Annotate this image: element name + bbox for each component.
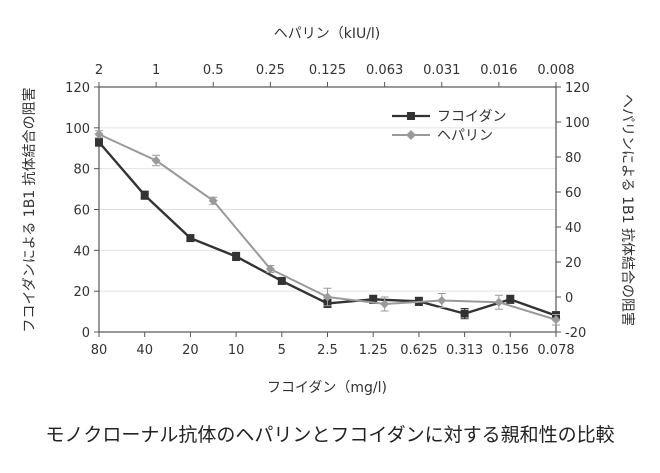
data-point bbox=[460, 309, 469, 318]
y-axis-right-title: ヘパリンによる 1B1 抗体結合の阻害 bbox=[619, 94, 635, 326]
x-top-tick-label: 0.063 bbox=[366, 63, 403, 78]
data-point bbox=[494, 297, 504, 307]
data-point bbox=[186, 234, 195, 243]
x-top-tick-label: 0.5 bbox=[203, 63, 224, 78]
x-top-tick-label: 0.031 bbox=[423, 63, 460, 78]
data-point bbox=[232, 252, 241, 261]
data-point bbox=[151, 156, 161, 165]
x-bottom-tick-label: 20 bbox=[182, 343, 199, 358]
legend-heparin-marker bbox=[406, 130, 416, 140]
x-top-tick-label: 2 bbox=[95, 63, 103, 78]
data-point bbox=[551, 315, 561, 325]
y-right-tick-label: 20 bbox=[565, 256, 582, 271]
y-left-tick-label: 100 bbox=[65, 122, 90, 137]
y-right-tick-label: 100 bbox=[565, 116, 590, 131]
legend-fucoidan-marker bbox=[407, 112, 415, 120]
data-point bbox=[369, 295, 378, 304]
tick-labels: 0 20 40 60 80 100 120 -20 0 20 40 60 80 100 120 80 40 20 1… bbox=[65, 63, 590, 358]
series-layer bbox=[94, 129, 561, 326]
y-right-tick-label: 120 bbox=[565, 81, 590, 96]
data-point bbox=[506, 295, 515, 304]
x-top-tick-label: 0.008 bbox=[537, 63, 574, 78]
data-point bbox=[140, 191, 149, 200]
y-axis-left-title: フコイダンによる 1B1 抗体結合の阻害 bbox=[22, 87, 38, 332]
data-point bbox=[277, 276, 286, 285]
y-left-tick-label: 60 bbox=[73, 204, 90, 219]
x-bottom-tick-label: 1.25 bbox=[359, 343, 388, 358]
legend: フコイダン ヘパリン bbox=[392, 109, 506, 144]
figure-caption: モノクローナル抗体のヘパリンとフコイダンに対する親和性の比較 bbox=[45, 424, 615, 446]
series-1 bbox=[94, 129, 561, 326]
gridlines bbox=[99, 127, 556, 292]
y-left-tick-label: 80 bbox=[73, 163, 90, 178]
x-bottom-tick-label: 0.156 bbox=[492, 343, 529, 358]
x-bottom-tick-label: 0.313 bbox=[446, 343, 483, 358]
legend-heparin-label: ヘパリン bbox=[437, 128, 493, 144]
y-left-tick-label: 40 bbox=[73, 244, 90, 259]
chart: 0 20 40 60 80 100 120 -20 0 20 40 60 80 100 120 80 40 20 1… bbox=[22, 26, 635, 396]
data-point bbox=[208, 196, 218, 206]
y-right-tick-label: -20 bbox=[565, 326, 586, 341]
legend-fucoidan-label: フコイダン bbox=[437, 109, 506, 125]
data-point bbox=[265, 264, 275, 274]
x-top-tick-label: 0.25 bbox=[256, 63, 285, 78]
x-axis-top-title: ヘパリン（kIU/l) bbox=[274, 26, 381, 42]
x-top-tick-label: 0.016 bbox=[480, 63, 517, 78]
data-point bbox=[323, 292, 332, 302]
x-top-tick-label: 0.125 bbox=[309, 63, 346, 78]
x-bottom-tick-label: 10 bbox=[228, 343, 245, 358]
x-bottom-tick-label: 0.625 bbox=[400, 343, 437, 358]
x-bottom-tick-label: 5 bbox=[278, 343, 286, 358]
data-point bbox=[437, 296, 447, 305]
x-axis-bottom-title: フコイダン（mg/l) bbox=[267, 380, 387, 396]
x-bottom-tick-label: 80 bbox=[91, 343, 108, 358]
data-point bbox=[95, 138, 103, 147]
x-top-tick-label: 1 bbox=[152, 63, 160, 78]
x-bottom-tick-label: 40 bbox=[136, 343, 153, 358]
y-left-tick-label: 0 bbox=[82, 326, 90, 341]
x-bottom-tick-label: 0.078 bbox=[537, 343, 574, 358]
y-left-tick-label: 120 bbox=[65, 81, 90, 96]
x-bottom-tick-label: 2.5 bbox=[317, 343, 338, 358]
tick-marks bbox=[94, 82, 561, 337]
data-point bbox=[94, 129, 104, 139]
y-right-tick-label: 40 bbox=[565, 221, 582, 236]
y-right-tick-label: 60 bbox=[565, 186, 582, 201]
y-left-tick-label: 20 bbox=[73, 285, 90, 300]
y-right-tick-label: 0 bbox=[565, 291, 573, 306]
data-point bbox=[380, 299, 390, 309]
y-right-tick-label: 80 bbox=[565, 151, 582, 166]
